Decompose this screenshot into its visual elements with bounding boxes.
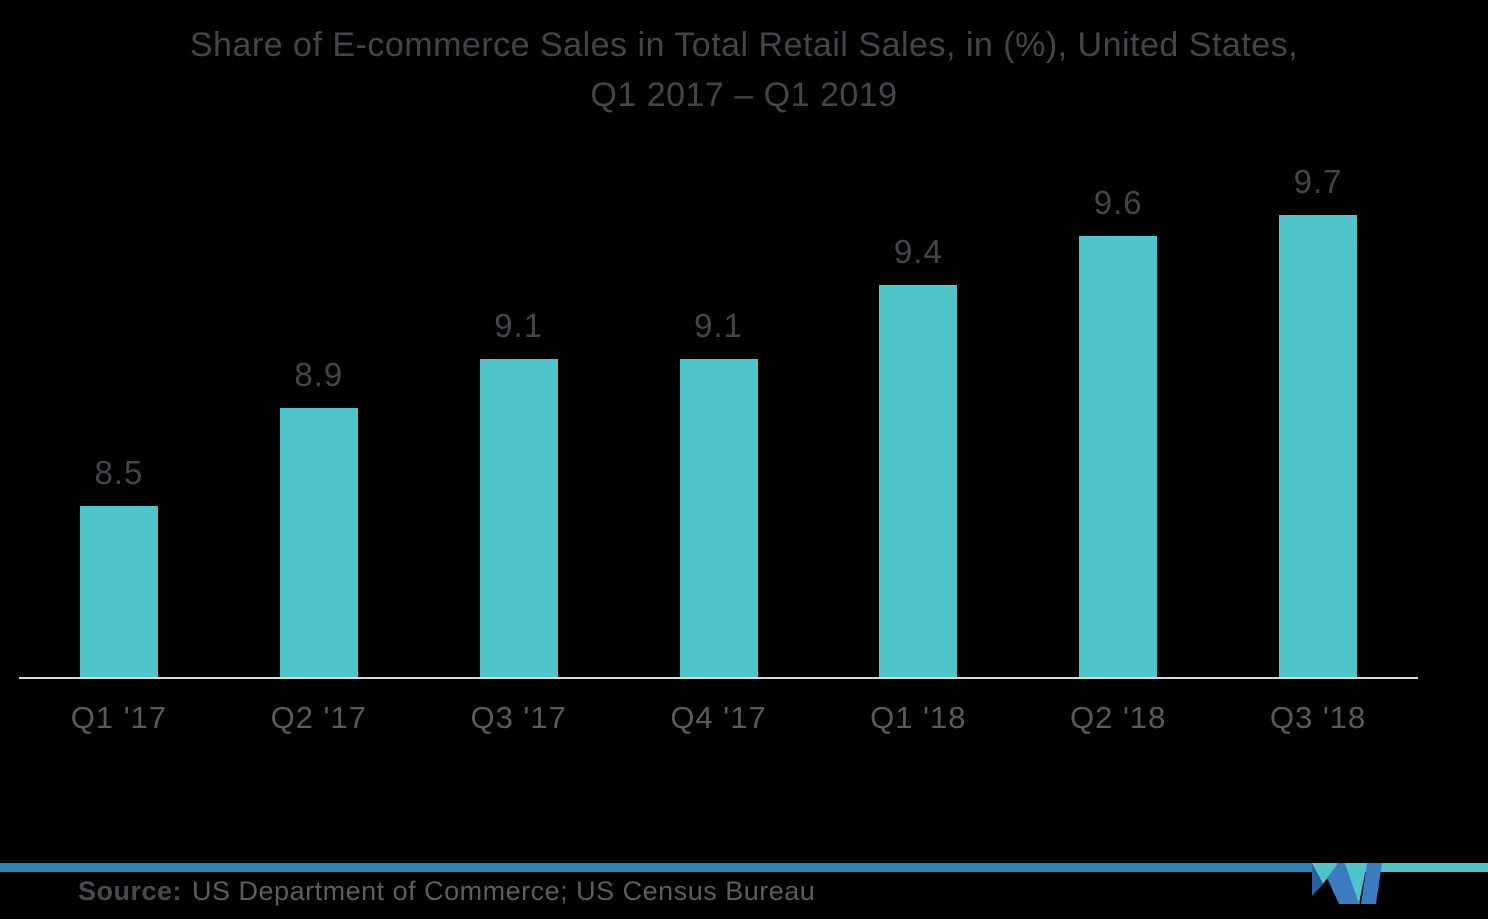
bar	[1079, 236, 1158, 677]
x-axis-label: Q3 '18	[1269, 700, 1367, 735]
bar	[1279, 215, 1358, 677]
bar	[279, 408, 358, 677]
footer-rule-blue	[0, 863, 1342, 872]
logo-right-stroke	[1361, 863, 1382, 904]
x-axis-label: Q4 '17	[670, 700, 767, 735]
bar-column: 9.4	[818, 163, 1018, 677]
bar-value-label: 8.5	[94, 454, 144, 491]
x-axis-labels: Q1 '17 Q2 '17 Q3 '17 Q4 '17 Q1 '18 Q2 '18 Q3 '…	[19, 700, 1418, 736]
chart-title: Share of E-commerce Sales in Total Retai…	[0, 20, 1488, 120]
bar-column: 8.9	[219, 163, 419, 677]
mordor-intelligence-logo	[1312, 863, 1382, 904]
bar	[679, 359, 758, 677]
bar-column: 9.7	[1218, 163, 1418, 677]
bar-value-label: 9.4	[893, 233, 943, 270]
logo-top-left-triangle	[1312, 863, 1338, 884]
bar	[879, 285, 958, 677]
chart-title-line2: Q1 2017 – Q1 2019	[590, 76, 898, 114]
x-axis-label: Q1 '17	[70, 700, 168, 735]
x-axis-label: Q1 '18	[870, 700, 967, 735]
x-axis-label: Q3 '17	[470, 700, 567, 735]
bar-value-label: 9.1	[494, 307, 544, 344]
bar-column: 8.5	[19, 163, 219, 677]
source-note: Source: US Department of Commerce; US Cen…	[78, 876, 815, 907]
source-label: Source:	[78, 876, 183, 906]
footer-rule-teal	[1342, 863, 1488, 872]
bar-column: 9.1	[419, 163, 619, 677]
source-text: US Department of Commerce; US Census Bur…	[192, 876, 816, 906]
bar-value-label: 8.9	[294, 356, 344, 393]
x-axis-label: Q2 '18	[1070, 700, 1167, 735]
plot-area: 8.5 8.9 9.1 9.1 9.4 9.6 9.7	[19, 163, 1418, 677]
bar-column: 9.6	[1018, 163, 1218, 677]
chart-title-line1: Share of E-commerce Sales in Total Retai…	[189, 26, 1299, 64]
x-axis-line	[19, 677, 1418, 679]
bar	[479, 359, 558, 677]
bar-column: 9.1	[619, 163, 819, 677]
bar-value-label: 9.7	[1293, 163, 1343, 200]
logo-left-accent-triangle	[1312, 863, 1323, 896]
x-axis-label: Q2 '17	[270, 700, 367, 735]
bar-value-label: 9.6	[1093, 184, 1143, 221]
bar-value-label: 9.1	[694, 307, 743, 344]
bar	[79, 506, 158, 677]
logo-middle-wedge	[1345, 863, 1367, 904]
